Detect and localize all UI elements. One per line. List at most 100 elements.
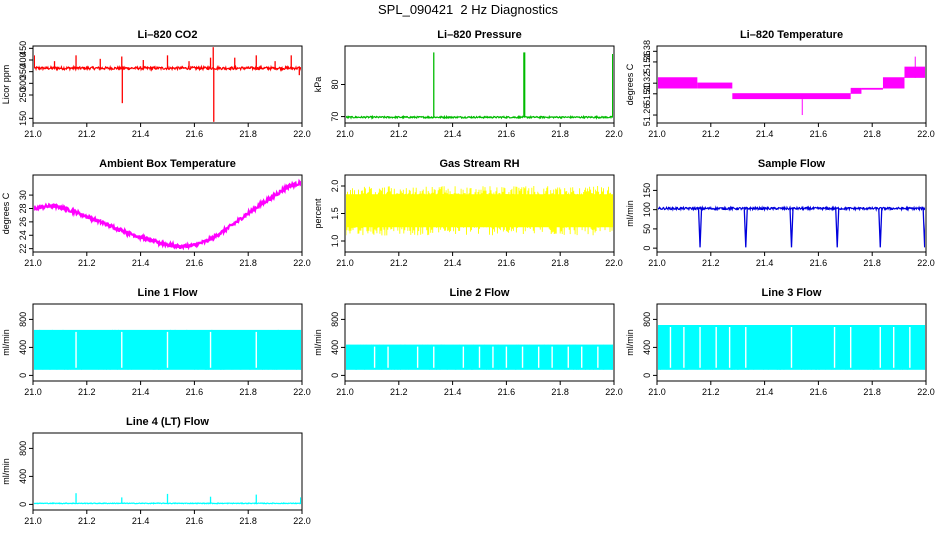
y-axis-label: ml/min <box>313 329 323 356</box>
x-tick-label: 21.0 <box>24 516 42 526</box>
x-tick-label: 21.6 <box>186 387 204 397</box>
y-tick-label: 26 <box>18 217 28 227</box>
x-tick-label: 21.0 <box>336 129 354 139</box>
x-tick-label: 21.4 <box>132 258 150 268</box>
data-dip <box>835 208 840 248</box>
y-tick-label: 50 <box>642 224 652 234</box>
y-tick-label: 0 <box>18 373 28 378</box>
x-tick-label: 21.0 <box>648 387 666 397</box>
x-tick-label: 21.4 <box>132 387 150 397</box>
data-band <box>850 87 862 94</box>
pressure-panel: Li–820 Pressure 21.0 21.2 21.4 21.6 21.8 22.0 7… <box>312 26 624 155</box>
x-tick-label: 21.4 <box>756 258 774 268</box>
y-tick-label: 1.5 <box>330 207 340 220</box>
chart-svg: Line 4 (LT) Flow 21.0 21.2 21.4 21.6 21.8 22.0… <box>1 416 311 526</box>
x-tick-label: 21.0 <box>336 258 354 268</box>
x-tick-label: 21.2 <box>702 258 720 268</box>
x-tick-label: 21.8 <box>551 258 569 268</box>
y-tick-label: 150 <box>18 111 28 126</box>
x-tick-label: 22.0 <box>605 387 623 397</box>
plot-frame <box>32 303 303 382</box>
x-tick-label: 22.0 <box>293 516 311 526</box>
series-group <box>34 47 301 122</box>
chart-svg: Line 3 Flow 21.0 21.2 21.4 21.6 21.8 22.0 0 400 8… <box>625 287 935 397</box>
x-tick-label: 21.4 <box>444 258 462 268</box>
x-tick-label: 21.6 <box>186 516 204 526</box>
x-tick-label: 21.0 <box>336 387 354 397</box>
y-tick-label: 800 <box>642 312 652 327</box>
x-tick-label: 21.8 <box>863 129 881 139</box>
chart-title: Gas Stream RH <box>439 158 519 170</box>
chart-svg: Li–820 CO2 21.0 21.2 21.4 21.6 21.8 22.0 150 250… <box>1 29 311 139</box>
series-group <box>658 56 925 116</box>
chart-svg: Ambient Box Temperature 21.0 21.2 21.4 21.6 2… <box>1 158 311 268</box>
chart-title: Line 3 Flow <box>762 287 822 299</box>
series-group <box>658 324 925 370</box>
x-tick-label: 22.0 <box>293 129 311 139</box>
x-tick-label: 21.4 <box>444 387 462 397</box>
data-dip <box>743 208 748 248</box>
data-line <box>34 178 301 251</box>
y-tick-label: 22 <box>18 244 28 254</box>
plot-frame <box>656 45 927 124</box>
x-tick-label: 21.8 <box>239 129 257 139</box>
data-band <box>732 93 851 100</box>
y-tick-label: 2.0 <box>330 180 340 193</box>
y-axis-label: degrees C <box>1 192 11 234</box>
y-tick-label: 0 <box>642 246 652 251</box>
series-group <box>346 52 613 120</box>
plot-frame <box>656 174 927 253</box>
x-tick-label: 21.0 <box>648 258 666 268</box>
chart-title: Line 1 Flow <box>138 287 198 299</box>
y-axis-label: ml/min <box>625 329 635 356</box>
y-tick-label: 350 <box>18 64 28 79</box>
chart-title: Ambient Box Temperature <box>99 158 236 170</box>
chart-svg: Line 2 Flow 21.0 21.2 21.4 21.6 21.8 22.0 0 400 8… <box>313 287 623 397</box>
co2-panel: Li–820 CO2 21.0 21.2 21.4 21.6 21.8 22.0 150 250… <box>0 26 312 155</box>
x-tick-label: 22.0 <box>293 387 311 397</box>
y-tick-label: 150 <box>642 183 652 198</box>
x-tick-label: 21.6 <box>186 258 204 268</box>
y-tick-label: 51.36 <box>642 51 652 74</box>
x-tick-label: 21.4 <box>444 129 462 139</box>
data-dip <box>789 208 794 248</box>
chart-title: Line 2 Flow <box>450 287 510 299</box>
x-tick-label: 22.0 <box>293 258 311 268</box>
x-tick-label: 21.2 <box>390 258 408 268</box>
x-tick-label: 21.6 <box>498 387 516 397</box>
y-tick-label: 100 <box>642 202 652 217</box>
data-band <box>658 77 698 89</box>
y-axis-label: kPa <box>313 77 323 93</box>
y-axis-label: percent <box>313 198 323 229</box>
x-tick-label: 21.8 <box>239 516 257 526</box>
x-tick-label: 21.8 <box>863 387 881 397</box>
y-axis-label: ml/min <box>1 329 11 356</box>
x-tick-label: 21.2 <box>78 387 96 397</box>
x-tick-label: 21.0 <box>24 129 42 139</box>
y-tick-label: 0 <box>18 502 28 507</box>
y-tick-label: 400 <box>330 340 340 355</box>
x-tick-label: 22.0 <box>605 129 623 139</box>
plot-frame <box>32 432 303 511</box>
series-group <box>346 344 613 370</box>
chart-svg: Li–820 Pressure 21.0 21.2 21.4 21.6 21.8 22.0 7… <box>313 29 623 139</box>
y-tick-label: 70 <box>330 112 340 122</box>
y-axis-label: Licor ppm <box>1 65 11 105</box>
chart-svg: Line 1 Flow 21.0 21.2 21.4 21.6 21.8 22.0 0 400 8… <box>1 287 311 397</box>
line1-flow-panel: Line 1 Flow 21.0 21.2 21.4 21.6 21.8 22.0 0 400 8… <box>0 284 312 413</box>
plot-frame <box>344 45 615 124</box>
series-group <box>658 205 925 248</box>
x-tick-label: 22.0 <box>917 387 935 397</box>
y-tick-label: 51.26 <box>642 104 652 127</box>
ambient-temperature-panel: Ambient Box Temperature 21.0 21.2 21.4 21.6 2… <box>0 155 312 284</box>
x-tick-label: 21.4 <box>132 516 150 526</box>
y-tick-label: 0 <box>330 373 340 378</box>
y-tick-label: 51.30 <box>642 83 652 106</box>
y-tick-label: 400 <box>18 469 28 484</box>
x-tick-label: 21.4 <box>756 387 774 397</box>
x-tick-label: 21.2 <box>702 387 720 397</box>
x-tick-label: 21.8 <box>239 258 257 268</box>
x-tick-label: 21.6 <box>498 129 516 139</box>
y-axis-label: degrees C <box>625 63 635 105</box>
x-tick-label: 22.0 <box>917 129 935 139</box>
